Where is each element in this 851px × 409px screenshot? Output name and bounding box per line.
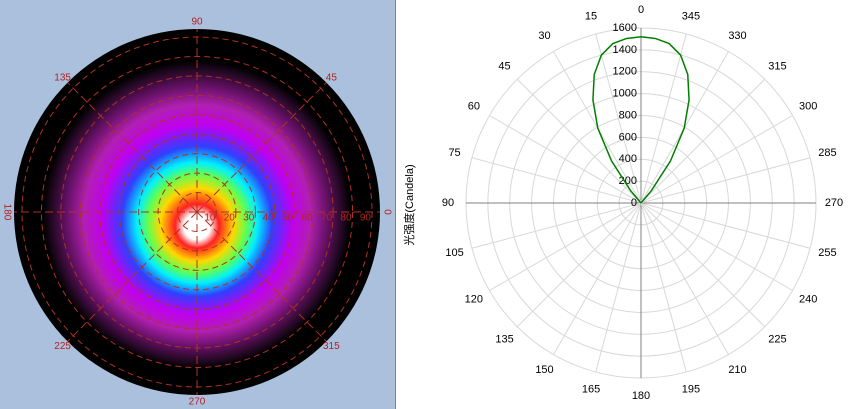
theta-tick-label: 270 — [825, 197, 843, 209]
spoke — [640, 78, 766, 204]
theta-tick-label: 315 — [323, 341, 340, 352]
theta-tick-label: 165 — [582, 383, 600, 395]
theta-tick-label: 225 — [768, 333, 786, 345]
r-tick-label: 60 — [302, 213, 314, 224]
theta-tick-label: 180 — [1, 204, 12, 221]
theta-tick-label: 75 — [448, 147, 460, 159]
spoke — [196, 82, 327, 213]
spoke — [553, 202, 642, 355]
theta-tick-label: 180 — [632, 390, 650, 402]
right-chart: 光强度(Candela) 0 15 30 45 60 75 90 105 120 135 150 16… — [402, 4, 843, 402]
theta-tick-label: 30 — [538, 30, 550, 42]
theta-tick-label: 330 — [728, 30, 746, 42]
grid-circle — [138, 153, 256, 271]
theta-tick-label: 255 — [818, 247, 836, 259]
spoke — [595, 33, 642, 204]
theta-tick-label: 150 — [535, 364, 553, 376]
separator — [395, 0, 396, 409]
spoke — [640, 202, 687, 373]
theta-tick-label: 195 — [682, 383, 700, 395]
theta-tick-label: 45 — [326, 72, 338, 83]
theta-tick-label: 240 — [799, 293, 817, 305]
r-tick-label: 70 — [321, 213, 333, 224]
theta-tick-label: 15 — [585, 10, 597, 22]
theta-tick-label: 300 — [799, 100, 817, 112]
r-tick-label: 50 — [282, 213, 294, 224]
r-tick-label: 1600 — [613, 22, 637, 34]
spoke — [640, 33, 687, 204]
spoke — [640, 202, 793, 291]
left-chart: 10 20 30 40 50 60 70 80 90 0 45 90 135 180 225 270 315 — [1, 17, 392, 408]
spoke — [489, 202, 642, 291]
theta-tick-label: 285 — [818, 147, 836, 159]
theta-tick-label: 105 — [445, 247, 463, 259]
theta-tick-label: 0 — [381, 209, 392, 215]
spoke — [196, 211, 327, 342]
r-tick-label: 20 — [224, 213, 236, 224]
r-tick-label: 400 — [619, 153, 637, 165]
r-tick-label: 90 — [360, 213, 372, 224]
r-tick-label: 600 — [619, 131, 637, 143]
r-tick-label: 1000 — [613, 88, 637, 100]
theta-tick-label: 315 — [768, 60, 786, 72]
theta-tick-label: 210 — [728, 364, 746, 376]
y-axis-label: 光强度(Candela) — [402, 164, 416, 245]
spoke — [516, 78, 642, 204]
spoke — [471, 202, 642, 249]
r-tick-label: 80 — [340, 213, 352, 224]
r-tick-label: 10 — [204, 213, 216, 224]
spoke — [67, 82, 198, 213]
spoke — [471, 157, 642, 204]
theta-tick-label: 345 — [682, 10, 700, 22]
theta-tick-label: 135 — [495, 333, 513, 345]
theta-tick-label: 90 — [191, 17, 203, 28]
theta-tick-label: 90 — [442, 197, 454, 209]
spoke — [595, 202, 642, 373]
spoke — [516, 202, 642, 328]
theta-tick-label: 60 — [468, 100, 480, 112]
spoke — [640, 202, 811, 249]
intensity-curve — [592, 35, 690, 204]
spoke — [489, 115, 642, 204]
r-tick-label: 40 — [263, 213, 275, 224]
r-tick-label: 1400 — [613, 44, 637, 56]
grid-circle — [40, 55, 354, 369]
spoke — [67, 211, 198, 342]
theta-tick-label: 0 — [638, 4, 644, 16]
r-tick-label: 800 — [619, 109, 637, 121]
grid-circle — [79, 94, 315, 330]
spoke — [640, 202, 729, 355]
theta-tick-label: 45 — [498, 60, 510, 72]
r-tick-label: 1200 — [613, 66, 637, 78]
theta-tick-label: 270 — [189, 397, 206, 408]
spoke — [640, 115, 793, 204]
theta-tick-label: 135 — [54, 72, 71, 83]
spoke — [640, 202, 766, 328]
theta-tick-label: 225 — [54, 341, 71, 352]
r-tick-label: 30 — [243, 213, 255, 224]
right-panel — [396, 0, 851, 409]
spoke — [640, 157, 811, 204]
theta-tick-label: 120 — [465, 293, 483, 305]
r-tick-label: 0 — [631, 197, 637, 209]
